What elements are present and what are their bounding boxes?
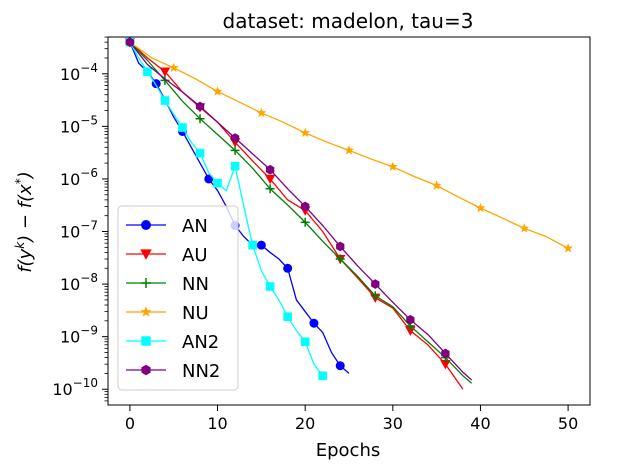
axes-frame: [107, 36, 591, 406]
data-point-an2: [160, 96, 170, 105]
y-tick-label: 10−10: [52, 376, 98, 399]
data-point-nn2: [301, 201, 310, 212]
axes: 0 10 20 30 40 50 10−10 10−9 10−8 10−7 10−6 10−5 10−4: [52, 36, 591, 433]
data-point-an2: [318, 371, 328, 381]
data-point-an2: [143, 67, 152, 76]
data-point-nu: [387, 161, 398, 172]
data-point-nu: [563, 243, 574, 253]
data-point-au: [440, 359, 451, 370]
legend-label: NU: [182, 303, 209, 324]
data-point-nn2: [441, 348, 450, 359]
x-tick-label: 50: [558, 414, 578, 433]
data-point-nn2: [406, 314, 415, 325]
x-tick-label: 40: [470, 414, 490, 433]
data-point-nu: [300, 127, 311, 138]
data-point-nu: [168, 62, 179, 73]
legend-item-nu: NU: [126, 303, 209, 324]
data-point-an2: [178, 123, 187, 132]
legend-item-nn: NN: [126, 274, 209, 295]
data-point-nu: [475, 202, 486, 213]
y-tick-label: 10−8: [60, 271, 98, 294]
data-point-nn2: [125, 37, 135, 47]
legend: AN AU NN NU AN2 NN2: [117, 205, 239, 391]
legend-marker: [140, 306, 152, 317]
data-point-an: [256, 240, 266, 250]
x-axis-label: Epochs: [316, 440, 381, 461]
legend-label: AN: [182, 216, 208, 237]
data-point-nn: [195, 114, 205, 124]
legend-label: AN2: [182, 332, 219, 353]
data-point-an2: [283, 312, 292, 321]
data-point-an: [335, 361, 345, 371]
data-point-nn: [300, 217, 310, 227]
series-line-an2: [129, 41, 324, 377]
y-tick-label: 10−7: [60, 219, 98, 242]
legend-marker: [140, 249, 152, 260]
legend-label: NN2: [182, 361, 220, 382]
data-point-an: [309, 318, 319, 328]
plot-area: [124, 37, 574, 390]
data-point-nn2: [336, 241, 345, 252]
data-point-an2: [265, 282, 275, 291]
x-tick-label: 20: [295, 414, 315, 433]
series-nn2: [125, 37, 473, 381]
data-point-nu: [519, 223, 530, 233]
data-point-an2: [230, 161, 240, 171]
y-tick-label: 10−9: [60, 324, 98, 347]
legend-marker: [141, 220, 151, 230]
y-tick-label: 10−5: [60, 113, 98, 136]
data-point-nu: [256, 107, 267, 118]
x-tick-label: 30: [383, 414, 403, 433]
x-tick-label: 0: [125, 414, 135, 433]
y-tick-label: 10−4: [60, 61, 98, 84]
legend-item-au: AU: [126, 245, 208, 266]
x-tick-label: 10: [207, 414, 227, 433]
legend-label: AU: [182, 245, 208, 266]
legend-marker: [141, 364, 151, 376]
data-point-nn2: [265, 164, 275, 175]
legend-item-an2: AN2: [126, 332, 219, 353]
data-point-an2: [195, 148, 205, 158]
data-point-an2: [248, 240, 257, 250]
data-point-nn2: [195, 101, 205, 112]
data-point-nu: [212, 86, 223, 96]
data-point-an: [204, 174, 214, 184]
legend-label: NN: [182, 274, 209, 295]
data-point-au: [159, 67, 171, 77]
data-point-nn: [230, 145, 240, 155]
data-point-nu: [344, 145, 354, 155]
data-point-nn2: [371, 279, 380, 289]
y-tick-label: 10−6: [60, 166, 98, 189]
legend-marker: [141, 278, 151, 288]
legend-item-nn2: NN2: [126, 361, 220, 382]
legend-marker: [141, 336, 151, 346]
data-point-an: [283, 263, 293, 273]
data-point-nn: [265, 184, 275, 194]
chart-title: dataset: madelon, tau=3: [223, 9, 474, 33]
data-point-an2: [300, 337, 310, 347]
data-point-nn2: [230, 133, 240, 143]
data-point-au: [264, 174, 276, 185]
data-point-an2: [213, 178, 222, 188]
legend-item-an: AN: [126, 216, 208, 237]
data-point-nn: [335, 254, 345, 264]
y-axis-label: f(yk) − f(x*): [13, 171, 36, 273]
data-point-nn: [370, 291, 380, 301]
data-point-nu: [431, 180, 442, 190]
